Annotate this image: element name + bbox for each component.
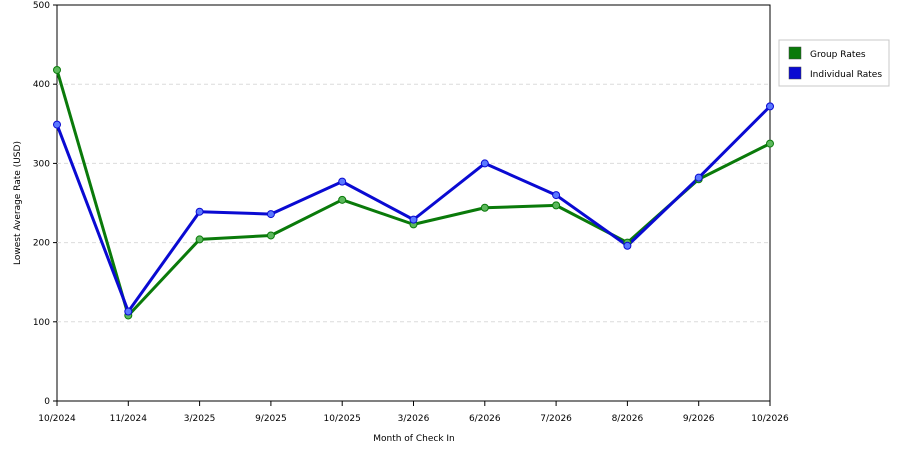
data-point-individual-rates — [53, 120, 61, 129]
data-point-individual-rates — [124, 307, 133, 316]
data-point-group-rates — [338, 195, 347, 204]
data-point-individual-rates — [480, 159, 489, 168]
series-layer — [53, 65, 774, 320]
data-point-group-rates — [266, 231, 275, 240]
data-point-individual-rates — [409, 215, 418, 224]
x-tick-label: 10/2025 — [324, 414, 361, 424]
data-point-group-rates — [53, 65, 61, 74]
x-axis-title: Month of Check In — [373, 434, 455, 444]
legend-swatch-individual-rates — [788, 66, 802, 80]
data-point-group-rates — [552, 201, 561, 210]
legend-swatch-group-rates — [788, 46, 802, 60]
plot-area — [56, 4, 771, 402]
x-tick-label: 8/2026 — [612, 414, 644, 424]
x-tick-label: 10/2026 — [751, 414, 789, 424]
legend: Group Rates Individual Rates — [778, 39, 890, 87]
data-point-individual-rates — [766, 102, 774, 111]
x-tick-label: 3/2026 — [398, 414, 430, 424]
y-tick-label: 200 — [33, 239, 50, 249]
x-tick-label: 11/2024 — [110, 414, 148, 424]
y-tick-label: 100 — [33, 318, 50, 328]
x-tick-label: 9/2025 — [255, 414, 287, 424]
x-tick-label: 3/2025 — [184, 414, 216, 424]
data-point-group-rates — [766, 139, 774, 148]
data-point-individual-rates — [338, 177, 347, 186]
y-tick-label: 0 — [44, 397, 50, 407]
y-axis-title: Lowest Average Rate (USD) — [13, 141, 23, 265]
data-point-individual-rates — [266, 210, 275, 219]
x-axis: 10/2024 11/2024 3/2025 9/2025 10/2025 3/2026 6… — [38, 401, 789, 424]
data-point-individual-rates — [694, 173, 703, 182]
data-point-individual-rates — [195, 207, 204, 216]
legend-label-group-rates: Group Rates — [810, 50, 866, 60]
x-tick-label: 7/2026 — [540, 414, 572, 424]
data-point-individual-rates — [552, 191, 561, 200]
x-tick-label: 10/2024 — [38, 414, 76, 424]
legend-label-individual-rates: Individual Rates — [810, 70, 882, 80]
y-tick-label: 500 — [33, 1, 50, 11]
x-tick-label: 6/2026 — [469, 414, 501, 424]
data-point-individual-rates — [623, 241, 632, 250]
y-tick-label: 300 — [33, 159, 50, 169]
y-axis: 0 100 200 300 400 500 — [33, 1, 57, 407]
x-tick-label: 9/2026 — [683, 414, 715, 424]
y-tick-label: 400 — [33, 80, 50, 90]
data-point-group-rates — [480, 203, 489, 212]
data-point-group-rates — [195, 235, 204, 244]
